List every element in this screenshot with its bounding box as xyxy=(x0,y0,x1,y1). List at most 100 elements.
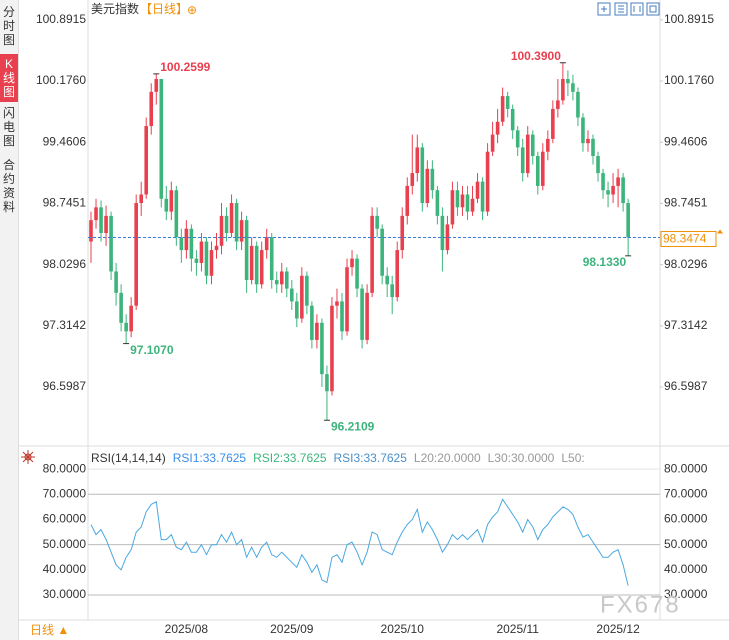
candle-body xyxy=(405,185,410,216)
candle-body xyxy=(556,100,560,109)
candle-body xyxy=(259,250,264,285)
tab[interactable]: 合约资料 xyxy=(2,158,15,214)
candle-body xyxy=(290,288,294,302)
candle-body xyxy=(249,245,254,281)
y-tick-label: 70.0000 xyxy=(43,486,87,500)
legend-item: RSI2:33.7625 xyxy=(253,451,327,465)
candle-body xyxy=(490,134,495,152)
y-tick-label: 96.5987 xyxy=(43,379,87,393)
y-tick-label: 96.5987 xyxy=(664,379,708,393)
legend: RSI(14,14,14) RSI1:33.7625 RSI2:33.7625 RSI… xyxy=(91,451,585,465)
tab[interactable]: 闪电图 xyxy=(2,106,15,148)
candle-body xyxy=(219,215,224,246)
candle-body xyxy=(500,96,505,122)
candle-body xyxy=(480,181,485,212)
candle-body xyxy=(576,91,580,118)
candle-body xyxy=(435,190,440,216)
candle-body xyxy=(551,108,555,139)
period[interactable]: 【日线】 xyxy=(140,2,188,16)
candle-body xyxy=(144,126,149,195)
candle-body xyxy=(234,203,239,242)
low-label: 96.2109 xyxy=(331,419,375,433)
candle-body xyxy=(455,190,460,208)
x-tick-label: 2025/09 xyxy=(270,622,314,636)
tool-icon[interactable] xyxy=(614,2,628,16)
tab[interactable]: 分时图 xyxy=(2,5,15,47)
candle-body xyxy=(214,245,219,251)
add-button[interactable]: ⊕ xyxy=(187,3,197,17)
candle-body xyxy=(611,185,615,195)
candle-body xyxy=(224,215,229,233)
candle-body xyxy=(244,220,249,281)
y-tick-label: 60.0000 xyxy=(43,512,87,526)
candle-body xyxy=(129,305,133,332)
candle-body xyxy=(335,301,339,306)
candle-body xyxy=(345,267,349,332)
candle-body xyxy=(485,151,490,212)
candle-body xyxy=(370,215,374,293)
candle-body xyxy=(380,228,384,276)
candle-body xyxy=(159,79,164,199)
tool-icon[interactable] xyxy=(630,2,644,16)
candle-body xyxy=(415,147,420,174)
candle-body xyxy=(114,271,118,293)
tool-icon[interactable] xyxy=(646,2,660,16)
y-tick-label: 100.8915 xyxy=(36,12,86,26)
candle-body xyxy=(510,108,515,131)
y-tick-label: 40.0000 xyxy=(43,562,87,576)
candle-body xyxy=(445,224,450,251)
title: 美元指数 xyxy=(91,1,139,16)
candle-body xyxy=(385,275,389,285)
candle-body xyxy=(626,203,630,238)
candle-body xyxy=(164,198,169,212)
y-tick-label: 98.0296 xyxy=(43,257,87,271)
candle-body xyxy=(134,203,138,306)
candle-body xyxy=(571,83,575,92)
candle-body xyxy=(269,237,274,281)
candle-body xyxy=(591,138,595,156)
y-tick-label: 30.0000 xyxy=(664,587,708,601)
period-footer[interactable]: 日线 ▲ xyxy=(30,623,69,637)
candle-body xyxy=(530,134,535,156)
candle-body xyxy=(460,194,465,208)
rsi-settings-icon[interactable] xyxy=(21,450,35,464)
candle-body xyxy=(330,305,334,392)
candle-body xyxy=(581,117,585,144)
candle-body xyxy=(350,258,354,268)
candle-body xyxy=(139,194,143,204)
watermark: FX678 xyxy=(600,591,681,618)
y-tick-label: 100.1760 xyxy=(36,73,86,87)
y-tick-label: 60.0000 xyxy=(664,512,708,526)
candle-body xyxy=(520,147,525,174)
candle-body xyxy=(525,134,530,174)
x-tick-label: 2025/08 xyxy=(165,622,209,636)
tool-icon[interactable] xyxy=(597,2,611,16)
candle-body xyxy=(295,301,299,319)
candle-body xyxy=(616,177,620,186)
tab[interactable]: K线图 xyxy=(0,54,18,102)
x-tick-label: 2025/11 xyxy=(496,622,539,636)
candle-body xyxy=(541,151,545,186)
last-price-label: 98.3474 xyxy=(663,232,707,246)
candle-body xyxy=(189,228,194,259)
candle-body xyxy=(395,250,400,298)
sidebar: 分时图 K线图 闪电图 合约资料 xyxy=(0,0,19,640)
candle-body xyxy=(400,215,405,251)
candle-body xyxy=(621,177,625,204)
candle-body xyxy=(465,194,470,212)
candle-body xyxy=(174,190,179,238)
rsi-line xyxy=(90,498,629,586)
candle-body xyxy=(254,245,259,285)
candle-body xyxy=(99,207,103,233)
candle-body xyxy=(194,258,199,263)
candle-body xyxy=(274,280,279,285)
candle-body xyxy=(430,168,435,191)
y-tick-label: 80.0000 xyxy=(664,461,708,475)
candle-body xyxy=(320,322,324,375)
candle-body xyxy=(149,91,154,127)
candle-body xyxy=(515,130,520,148)
candle-body xyxy=(505,96,510,109)
candle-body xyxy=(546,138,550,152)
